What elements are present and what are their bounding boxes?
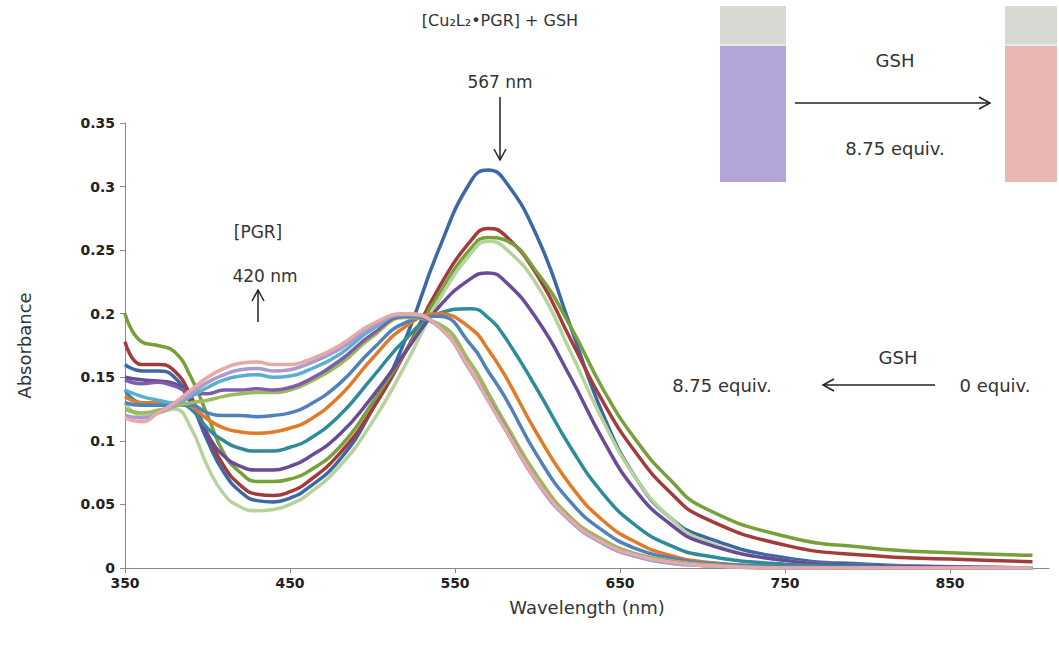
svg-text:[PGR]: [PGR]: [234, 222, 283, 242]
svg-text:0.25: 0.25: [80, 242, 115, 258]
svg-text:8.75 equiv.: 8.75 equiv.: [845, 138, 945, 159]
svg-text:750: 750: [770, 575, 799, 591]
svg-text:0.05: 0.05: [80, 496, 115, 512]
svg-text:420 nm: 420 nm: [232, 266, 297, 286]
svg-text:550: 550: [440, 575, 469, 591]
svg-text:0.2: 0.2: [90, 306, 115, 322]
svg-text:0.15: 0.15: [80, 369, 115, 385]
svg-text:[Cu₂L₂•PGR] + GSH: [Cu₂L₂•PGR] + GSH: [422, 11, 578, 30]
svg-text:0.3: 0.3: [90, 179, 115, 195]
svg-text:0: 0: [105, 560, 115, 576]
svg-text:Absorbance: Absorbance: [14, 292, 35, 398]
svg-text:GSH: GSH: [876, 50, 915, 71]
svg-text:450: 450: [275, 575, 304, 591]
svg-text:650: 650: [605, 575, 634, 591]
svg-text:Wavelength (nm): Wavelength (nm): [509, 597, 665, 618]
svg-text:GSH: GSH: [879, 347, 918, 368]
svg-text:350: 350: [110, 575, 139, 591]
svg-text:0 equiv.: 0 equiv.: [959, 375, 1030, 396]
svg-text:0.1: 0.1: [90, 433, 115, 449]
svg-text:0.35: 0.35: [80, 115, 115, 131]
svg-text:850: 850: [935, 575, 964, 591]
svg-text:567 nm: 567 nm: [467, 72, 532, 92]
svg-text:8.75 equiv.: 8.75 equiv.: [672, 375, 772, 396]
